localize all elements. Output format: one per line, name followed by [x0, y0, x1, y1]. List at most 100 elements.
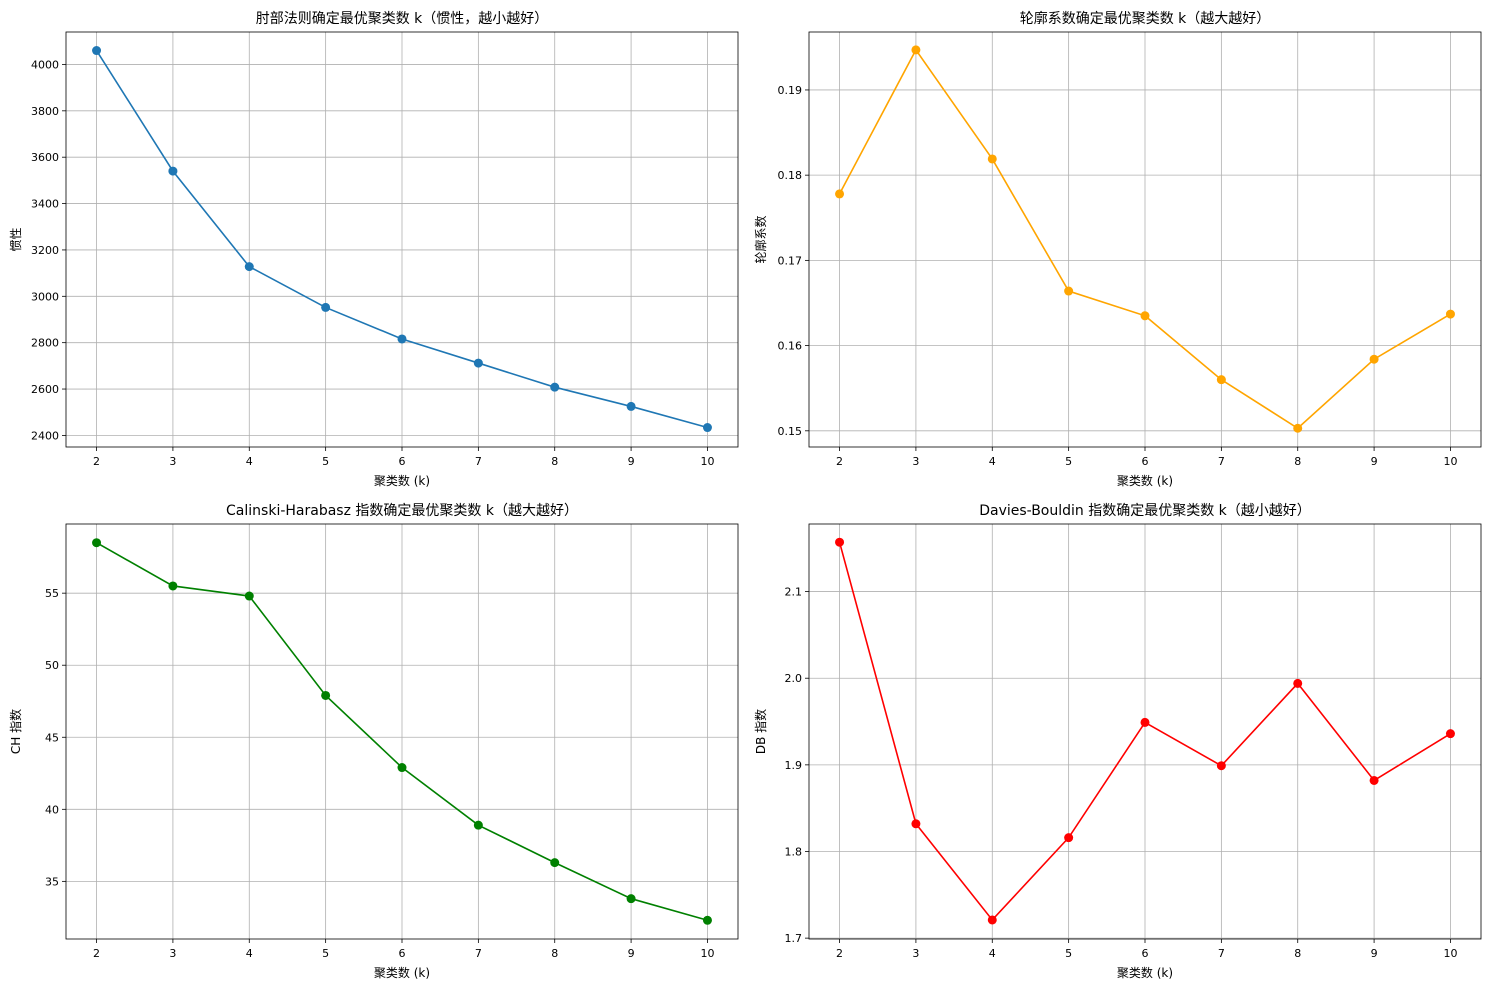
data-point	[702, 423, 712, 433]
x-tick-label: 2	[93, 947, 100, 960]
axes-frame	[65, 523, 739, 940]
data-point	[168, 581, 178, 591]
y-tick-label: 0.18	[778, 169, 803, 182]
data-point	[397, 334, 407, 344]
data-point	[321, 302, 331, 312]
data-point	[626, 894, 636, 904]
data-point	[1445, 309, 1455, 319]
y-tick-label: 2400	[31, 429, 59, 442]
y-tick-label: 4000	[31, 58, 59, 71]
x-tick-label: 7	[475, 455, 482, 468]
x-tick-label: 6	[1142, 455, 1149, 468]
data-point	[702, 915, 712, 925]
x-tick-label: 8	[1294, 455, 1301, 468]
x-tick-label: 5	[1065, 455, 1072, 468]
x-tick-label: 5	[322, 947, 329, 960]
data-point	[321, 690, 331, 700]
x-tick-label: 7	[1218, 455, 1225, 468]
chart-title: 轮廓系数确定最优聚类数 k（越大越好）	[1020, 10, 1271, 27]
data-point	[1140, 311, 1150, 321]
grid	[809, 524, 1481, 939]
data-point	[397, 763, 407, 773]
x-tick-label: 5	[322, 455, 329, 468]
data-point	[835, 189, 845, 199]
y-tick-label: 35	[45, 875, 59, 888]
x-tick-label: 10	[1443, 455, 1457, 468]
x-tick-label: 2	[93, 455, 100, 468]
y-tick-label: 2600	[31, 383, 59, 396]
data-point	[1064, 286, 1074, 296]
data-point	[92, 538, 102, 548]
y-axis-label: 轮廓系数	[753, 215, 768, 263]
x-tick-label: 3	[169, 455, 176, 468]
data-point	[1216, 375, 1226, 385]
y-tick-label: 1.7	[785, 932, 803, 945]
x-tick-label: 10	[1443, 947, 1457, 960]
y-tick-label: 0.19	[778, 84, 803, 97]
y-tick-label: 45	[45, 731, 59, 744]
x-tick-label: 3	[912, 947, 919, 960]
x-tick-label: 4	[246, 947, 253, 960]
data-point	[1293, 423, 1303, 433]
x-tick-label: 3	[912, 455, 919, 468]
y-tick-label: 3800	[31, 105, 59, 118]
data-point	[1140, 717, 1150, 727]
chart-title: 肘部法则确定最优聚类数 k（惯性，越小越好）	[256, 10, 549, 27]
x-tick-label: 7	[475, 947, 482, 960]
x-tick-label: 9	[628, 947, 635, 960]
grid	[809, 32, 1481, 447]
x-tick-label: 10	[700, 947, 714, 960]
x-tick-label: 2	[836, 455, 843, 468]
y-axis-label: CH 指数	[8, 709, 23, 754]
x-tick-label: 9	[1371, 455, 1378, 468]
y-tick-label: 3400	[31, 198, 59, 211]
axes-frame	[65, 31, 739, 448]
x-tick-label: 9	[628, 455, 635, 468]
grid	[66, 524, 738, 939]
grid	[66, 32, 738, 447]
subplot-1: 2 3 4 5 6 7 8 9 10 2400 2600 2800 3000 3200 3400 3600 38…	[8, 10, 739, 488]
y-tick-label: 2.1	[785, 586, 803, 599]
y-tick-label: 40	[45, 803, 59, 816]
data-point	[244, 262, 254, 272]
data-point	[1369, 354, 1379, 364]
y-tick-label: 1.8	[785, 845, 803, 858]
x-tick-label: 3	[169, 947, 176, 960]
axes-frame	[808, 523, 1482, 940]
y-tick-label: 3000	[31, 290, 59, 303]
data-point	[835, 537, 845, 547]
data-point	[168, 166, 178, 176]
data-point	[473, 820, 483, 830]
data-point	[92, 46, 102, 56]
data-point	[1445, 729, 1455, 739]
data-point	[1216, 761, 1226, 771]
chart-title: Davies-Bouldin 指数确定最优聚类数 k（越小越好）	[979, 503, 1311, 519]
x-axis-label: 聚类数 (k)	[1117, 965, 1173, 980]
y-tick-label: 2.0	[785, 672, 803, 685]
chart-title: Calinski-Harabasz 指数确定最优聚类数 k（越大越好）	[226, 503, 578, 519]
x-tick-label: 2	[836, 947, 843, 960]
x-tick-label: 4	[246, 455, 253, 468]
x-tick-label: 4	[989, 947, 996, 960]
subplot-2: 2 3 4 5 6 7 8 9 10 0.15 0.16 0.17 0.18 0.19 轮廓系数确定最优聚类…	[753, 10, 1482, 488]
y-tick-label: 3200	[31, 244, 59, 257]
y-tick-label: 55	[45, 587, 59, 600]
y-tick-label: 50	[45, 659, 59, 672]
x-tick-label: 5	[1065, 947, 1072, 960]
y-tick-label: 0.15	[778, 425, 803, 438]
y-tick-label: 0.16	[778, 340, 803, 353]
x-tick-label: 6	[399, 455, 406, 468]
y-tick-label: 1.9	[785, 759, 803, 772]
y-axis-label: DB 指数	[753, 709, 768, 754]
x-tick-label: 10	[700, 455, 714, 468]
x-axis-label: 聚类数 (k)	[374, 473, 430, 488]
x-tick-label: 8	[551, 947, 558, 960]
x-axis-label: 聚类数 (k)	[374, 965, 430, 980]
x-tick-label: 6	[399, 947, 406, 960]
x-tick-label: 4	[989, 455, 996, 468]
axes-frame	[808, 31, 1482, 448]
data-point	[1293, 678, 1303, 688]
data-point	[1369, 775, 1379, 785]
